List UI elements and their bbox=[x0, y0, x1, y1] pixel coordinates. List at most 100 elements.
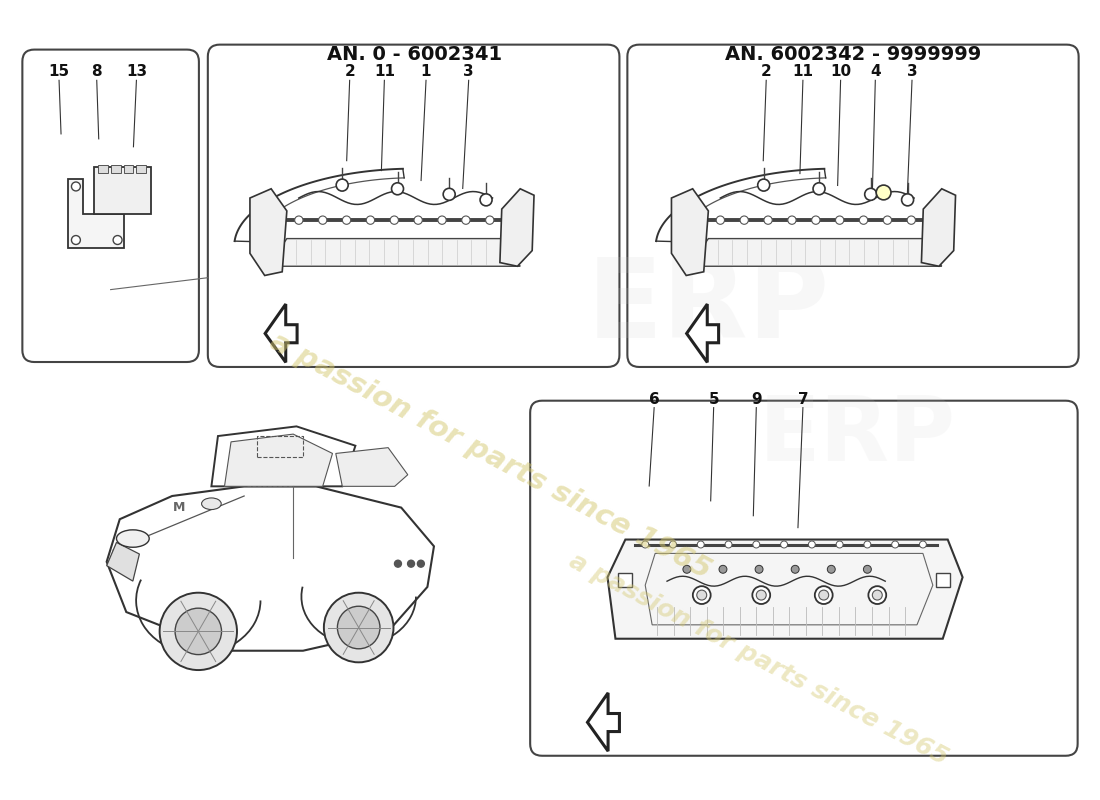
Bar bbox=[98, 165, 108, 173]
Text: 10: 10 bbox=[830, 64, 851, 79]
Text: 11: 11 bbox=[374, 64, 395, 79]
Circle shape bbox=[791, 566, 799, 574]
Circle shape bbox=[872, 590, 882, 600]
Circle shape bbox=[392, 182, 404, 194]
Bar bbox=[123, 165, 133, 173]
Circle shape bbox=[323, 593, 394, 662]
Polygon shape bbox=[68, 178, 123, 248]
Text: ERP: ERP bbox=[587, 254, 830, 361]
Circle shape bbox=[902, 194, 914, 206]
Circle shape bbox=[72, 182, 80, 191]
Circle shape bbox=[812, 216, 820, 224]
Text: 6: 6 bbox=[649, 392, 660, 406]
Ellipse shape bbox=[201, 498, 221, 510]
Circle shape bbox=[683, 566, 691, 574]
Text: AN. 6002342 - 9999999: AN. 6002342 - 9999999 bbox=[725, 45, 981, 64]
Circle shape bbox=[827, 566, 835, 574]
Circle shape bbox=[337, 179, 349, 191]
Circle shape bbox=[808, 541, 815, 548]
Circle shape bbox=[338, 606, 379, 649]
Text: ERP: ERP bbox=[759, 392, 956, 480]
Circle shape bbox=[755, 566, 763, 574]
Circle shape bbox=[719, 566, 727, 574]
Polygon shape bbox=[250, 189, 287, 275]
Polygon shape bbox=[922, 189, 956, 266]
Bar bbox=[111, 165, 121, 173]
Circle shape bbox=[818, 590, 828, 600]
Circle shape bbox=[836, 541, 843, 548]
Text: M: M bbox=[173, 501, 185, 514]
Text: 7: 7 bbox=[798, 392, 808, 406]
Circle shape bbox=[864, 566, 871, 574]
Circle shape bbox=[883, 216, 892, 224]
Circle shape bbox=[390, 216, 398, 224]
Circle shape bbox=[342, 216, 351, 224]
Text: 15: 15 bbox=[48, 64, 69, 79]
Circle shape bbox=[859, 216, 868, 224]
Circle shape bbox=[716, 216, 725, 224]
Circle shape bbox=[443, 188, 455, 200]
Circle shape bbox=[892, 541, 899, 548]
Polygon shape bbox=[499, 189, 534, 266]
Circle shape bbox=[696, 590, 706, 600]
Circle shape bbox=[485, 216, 494, 224]
Circle shape bbox=[763, 216, 772, 224]
Circle shape bbox=[366, 216, 375, 224]
Circle shape bbox=[752, 541, 760, 548]
Polygon shape bbox=[107, 542, 140, 581]
Circle shape bbox=[175, 608, 221, 654]
Polygon shape bbox=[671, 189, 708, 275]
Circle shape bbox=[908, 216, 915, 224]
Text: 9: 9 bbox=[751, 392, 761, 406]
Circle shape bbox=[813, 182, 825, 194]
Circle shape bbox=[641, 541, 649, 548]
Circle shape bbox=[697, 541, 704, 548]
Text: 3: 3 bbox=[906, 64, 917, 79]
Bar bbox=[136, 165, 146, 173]
Circle shape bbox=[836, 216, 844, 224]
Circle shape bbox=[920, 541, 926, 548]
Circle shape bbox=[160, 593, 236, 670]
Bar bbox=[936, 574, 949, 587]
Circle shape bbox=[865, 188, 877, 200]
Polygon shape bbox=[107, 486, 435, 650]
Circle shape bbox=[693, 586, 711, 604]
Circle shape bbox=[788, 216, 796, 224]
Circle shape bbox=[462, 216, 470, 224]
Polygon shape bbox=[587, 693, 619, 751]
Circle shape bbox=[408, 560, 415, 567]
Circle shape bbox=[815, 586, 833, 604]
Circle shape bbox=[864, 541, 871, 548]
Circle shape bbox=[319, 216, 327, 224]
Ellipse shape bbox=[117, 530, 150, 547]
Polygon shape bbox=[268, 238, 520, 266]
Polygon shape bbox=[265, 304, 297, 362]
Circle shape bbox=[740, 216, 748, 224]
Polygon shape bbox=[690, 238, 942, 266]
Polygon shape bbox=[224, 434, 332, 486]
Text: 13: 13 bbox=[125, 64, 147, 79]
Circle shape bbox=[781, 541, 788, 548]
Circle shape bbox=[670, 541, 676, 548]
Circle shape bbox=[417, 560, 425, 567]
Circle shape bbox=[295, 216, 302, 224]
Text: AN. 0 - 6002341: AN. 0 - 6002341 bbox=[327, 45, 502, 64]
Text: 1: 1 bbox=[421, 64, 431, 79]
Circle shape bbox=[414, 216, 422, 224]
Circle shape bbox=[758, 179, 770, 191]
Circle shape bbox=[480, 194, 492, 206]
Text: 4: 4 bbox=[870, 64, 881, 79]
Bar bbox=[618, 574, 632, 587]
Text: 5: 5 bbox=[708, 392, 719, 406]
Text: a passion for parts since 1965: a passion for parts since 1965 bbox=[564, 549, 952, 770]
Text: a passion for parts since 1965: a passion for parts since 1965 bbox=[265, 327, 716, 585]
Polygon shape bbox=[686, 304, 718, 362]
Bar bbox=[94, 166, 152, 214]
Circle shape bbox=[113, 235, 122, 245]
Text: 11: 11 bbox=[792, 64, 813, 79]
Text: 2: 2 bbox=[761, 64, 771, 79]
Circle shape bbox=[725, 541, 732, 548]
Circle shape bbox=[868, 586, 887, 604]
Circle shape bbox=[395, 560, 402, 567]
Circle shape bbox=[757, 590, 767, 600]
